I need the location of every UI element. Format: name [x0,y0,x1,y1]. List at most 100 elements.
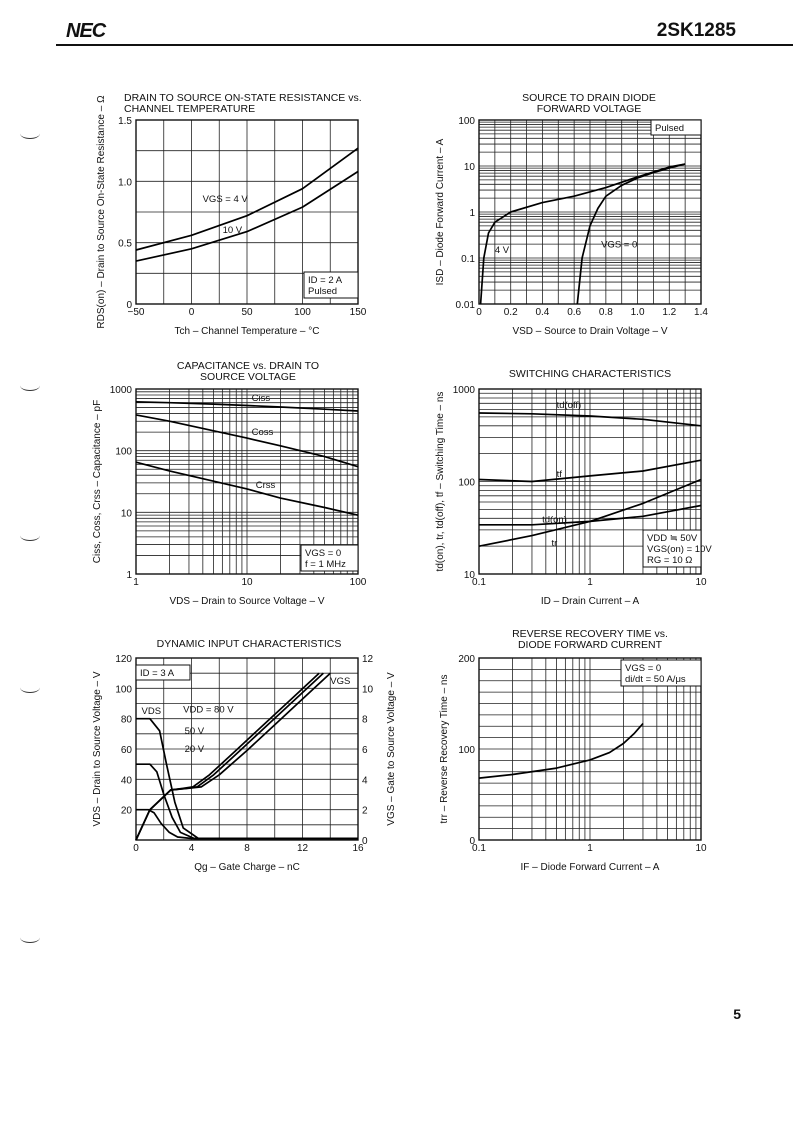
binder-hole-mark-icon [20,128,40,139]
series-line [135,400,359,412]
x-tick-label: 0 [133,843,139,854]
series-line [478,722,644,779]
series-line [479,163,686,305]
chart-title: CHANNEL TEMPERATURE [124,103,255,115]
condition-box [135,664,191,681]
brand-logo: NEC [66,20,106,42]
y-axis-label: ISD – Diode Forward Current – A [435,138,446,285]
x-tick-label: −50 [128,307,145,318]
curve-label: Crss [256,480,276,491]
curve-label: VGS = 0 [601,239,637,250]
x-tick-label: 0.8 [599,307,613,318]
chart-switching: SWITCHING CHARACTERISTICS 0.1 1 10 10 100 1000… [435,368,712,607]
series-line [135,672,320,841]
x-tick-label: 10 [695,843,707,854]
y2-tick-label: 8 [362,715,368,726]
x-tick-label: 10 [695,577,707,588]
y2-axis-label: VGS – Gate to Source Voltage – V [386,672,397,826]
x-axis-label: Tch – Channel Temperature – °C [174,326,319,337]
x-tick-label: 1 [133,577,139,588]
x-tick-label: 0 [189,307,195,318]
plot-frame [135,119,359,305]
chart-title: REVERSE RECOVERY TIME vs. [512,628,668,640]
x-tick-label: 12 [297,843,309,854]
x-tick-label: 10 [241,577,253,588]
curve-label: 10 V [223,225,243,236]
series-line [136,717,358,840]
binder-hole-mark-icon [20,682,40,693]
y-tick-label: 1000 [110,385,133,396]
condition-text: RG = 10 Ω [647,555,692,566]
y-tick-label: 100 [458,116,475,127]
y-tick-label: 100 [115,684,132,695]
condition-box [650,119,702,136]
condition-box [642,529,702,568]
curve-label: VDD = 80 V [183,705,234,716]
series-line [478,478,702,548]
chart-title: SOURCE VOLTAGE [200,371,296,383]
x-tick-label: 100 [294,307,311,318]
x-axis-label: VSD – Source to Drain Voltage – V [512,326,667,337]
y-tick-label: 1.5 [118,116,132,127]
chart-title: FORWARD VOLTAGE [537,103,642,115]
x-tick-label: 0.1 [472,843,486,854]
condition-text: ID = 2 A [308,275,343,286]
y-tick-label: 1 [126,570,132,581]
x-tick-label: 16 [352,843,364,854]
x-tick-label: 100 [350,577,367,588]
series-line [135,147,359,251]
curve-label: tr [552,538,558,549]
curve-label: td(on) [542,515,567,526]
chart-trr_vs_if: REVERSE RECOVERY TIME vs.DIODE FORWARD C… [439,628,707,873]
y-tick-label: 0 [126,300,132,311]
y2-tick-label: 10 [362,684,374,695]
curve-label: 50 V [185,726,205,737]
x-tick-label: 0.4 [535,307,549,318]
y-axis-label: td(on), tr, td(off), tf – Switching Time… [435,392,446,572]
y-tick-label: 80 [121,715,133,726]
x-tick-label: 1.0 [631,307,645,318]
y-tick-label: 40 [121,775,133,786]
condition-box [303,271,359,299]
y-axis-label: VDS – Drain to Source Voltage – V [92,671,103,826]
condition-box [620,659,702,687]
curve-label: 4 V [495,245,510,256]
y-tick-label: 200 [458,654,475,665]
x-tick-label: 8 [244,843,250,854]
x-tick-label: 0.2 [504,307,518,318]
plot-frame [478,657,702,841]
curve-label: Coss [252,427,274,438]
chart-title: SOURCE TO DRAIN DIODE [522,92,656,104]
series-line [135,414,359,468]
condition-text: VDD ≒ 50V [647,533,698,544]
condition-text: Pulsed [655,123,684,134]
x-tick-label: 150 [350,307,367,318]
page-number: 5 [733,1006,741,1022]
curve-label: VGS = 4 V [203,194,249,205]
part-number: 2SK1285 [656,20,736,41]
curve-label: 20 V [185,744,205,755]
chart-title: DRAIN TO SOURCE ON-STATE RESISTANCE vs. [124,92,362,104]
y-tick-label: 0.1 [461,254,475,265]
binder-hole-mark-icon [20,380,40,391]
condition-text: di/dt = 50 A/μs [625,674,686,685]
y-tick-label: 0 [469,836,475,847]
y-axis-label: RDS(on) – Drain to Source On-State Resis… [96,95,107,329]
y-tick-label: 100 [458,745,475,756]
condition-text: ID = 3 A [140,668,175,679]
y2-tick-label: 4 [362,775,368,786]
y-tick-label: 1000 [453,385,476,396]
plot-frame [478,119,702,305]
binder-hole-mark-icon [20,530,40,541]
header-rule [56,44,793,46]
y-tick-label: 120 [115,654,132,665]
condition-text: VGS = 0 [305,548,341,559]
x-tick-label: 0.1 [472,577,486,588]
series-line [135,170,359,262]
curve-label: tf [557,469,563,480]
x-tick-label: 50 [241,307,253,318]
